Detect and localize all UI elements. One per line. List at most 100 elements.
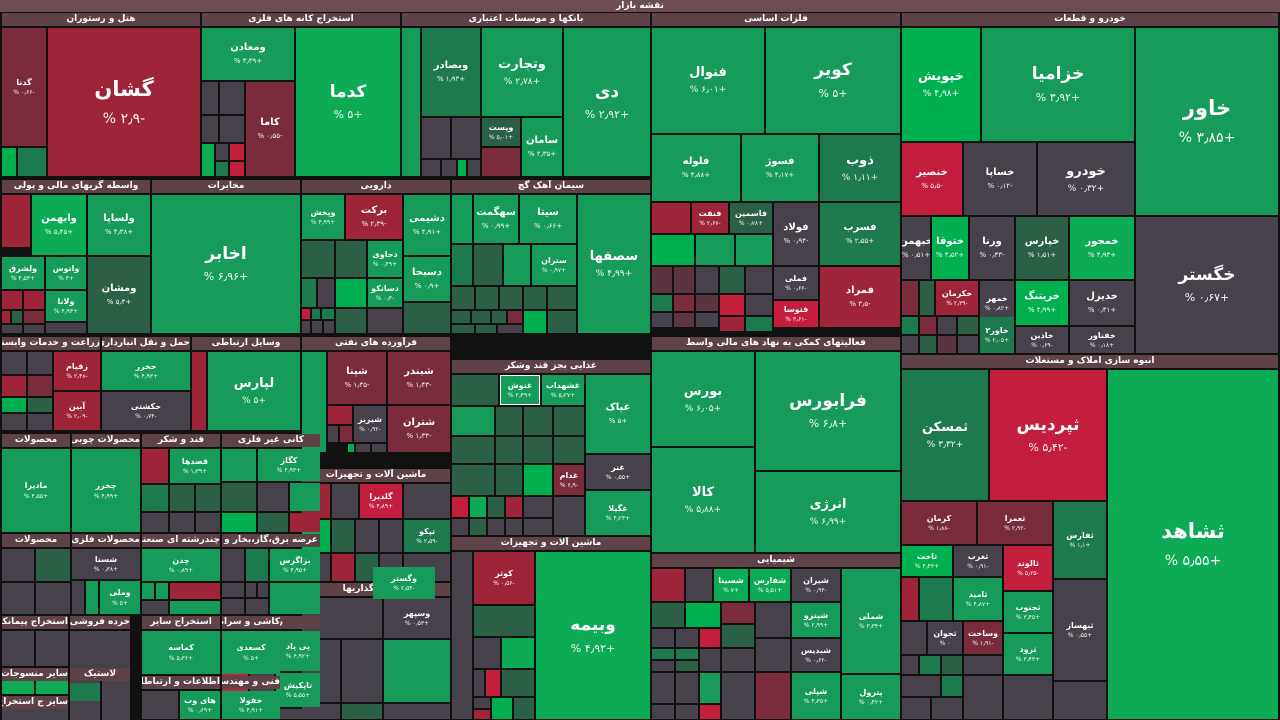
tile-micro[interactable]: [336, 279, 366, 307]
tile-micro[interactable]: [356, 444, 370, 452]
tile-shasta[interactable]: شستا +۰٫۳۸ %: [72, 549, 140, 579]
tile-micro[interactable]: [470, 519, 486, 535]
tile-micro[interactable]: [452, 437, 494, 463]
tile-tapco[interactable]: کوثر -۰٫۵۶ %: [474, 552, 534, 604]
tile-volsapa[interactable]: ولساپا +۴٫۳۸ %: [88, 195, 150, 255]
tile-micro[interactable]: [28, 376, 52, 396]
tile-micro[interactable]: [452, 552, 472, 719]
tile-micro[interactable]: [222, 599, 244, 614]
tile-micro[interactable]: [452, 118, 480, 158]
tile-micro[interactable]: [696, 295, 718, 311]
tile-micro[interactable]: [2, 311, 10, 323]
tile-khpoyesh[interactable]: خپویش +۴٫۹۸ %: [902, 28, 980, 141]
tile-micro[interactable]: [302, 309, 310, 319]
tile-khbahman[interactable]: خبهمن +۰٫۵۱ %: [902, 217, 930, 279]
tile-micro[interactable]: [652, 267, 672, 293]
tile-micro[interactable]: [2, 681, 34, 694]
tile-chakhzar[interactable]: چخزر +۴٫۹۹ %: [72, 449, 140, 532]
tile-micro[interactable]: [2, 325, 22, 333]
tile-verna[interactable]: ورنا -۰٫۳۳ %: [970, 217, 1014, 279]
tile-micro[interactable]: [102, 683, 130, 701]
tile-micro[interactable]: [676, 649, 698, 659]
tile-vameli[interactable]: وملی +۵ %: [100, 581, 140, 614]
tile-micro[interactable]: [652, 569, 684, 601]
tile-micro[interactable]: [1054, 682, 1106, 719]
tile-khodro[interactable]: خودرو +۰٫۳۲ %: [1038, 143, 1134, 215]
tile-micro[interactable]: [356, 554, 378, 581]
tile-micro[interactable]: [24, 311, 44, 323]
tile-khazin[interactable]: خاذین -۰٫۶۹ %: [1016, 327, 1068, 353]
tile-micro[interactable]: [514, 698, 534, 719]
tile-micro[interactable]: [502, 670, 534, 696]
tile-micro[interactable]: [700, 705, 720, 719]
tile-micro[interactable]: [500, 287, 522, 309]
tile-micro[interactable]: [746, 267, 772, 293]
tile-micro[interactable]: [170, 583, 220, 599]
tile-micro[interactable]: [452, 407, 494, 435]
tile-khfanavar[interactable]: خفناور +۰٫۱۸ %: [1070, 327, 1134, 353]
tile-micro[interactable]: [290, 483, 320, 511]
tile-shameli[interactable]: شملی +۳٫۳۴ %: [842, 569, 900, 673]
tile-micro[interactable]: [452, 245, 472, 285]
tile-micro[interactable]: [476, 287, 498, 309]
tile-shfars[interactable]: شفارس +۵٫۵۱ %: [750, 569, 790, 601]
tile-dshimi[interactable]: دشیمی +۴٫۹۱ %: [404, 195, 450, 255]
tile-micro[interactable]: [474, 710, 490, 719]
tile-qesedha[interactable]: قصدها +۱٫۳۹ %: [170, 449, 220, 483]
tile-kala[interactable]: کالا +۵٫۸۸ %: [652, 448, 754, 552]
tile-khfoula[interactable]: خفولا +۴٫۹۱ %: [222, 691, 280, 719]
tile-vabahman[interactable]: وایهمن +۵٫۴۵ %: [32, 195, 86, 255]
tile-micro[interactable]: [384, 704, 450, 719]
tile-micro[interactable]: [404, 303, 450, 333]
tile-micro[interactable]: [216, 162, 228, 176]
tile-micro[interactable]: [2, 352, 26, 374]
tile-kamase[interactable]: کماسه +۵٫۳۶ %: [142, 631, 220, 674]
tile-foolad[interactable]: فولاد -۰٫۹۴ %: [774, 203, 818, 265]
tile-volshargh[interactable]: ولشرق +۴٫۵۳ %: [2, 257, 44, 289]
tile-micro[interactable]: [686, 569, 712, 601]
tile-micro[interactable]: [142, 449, 168, 483]
tile-micro[interactable]: [554, 497, 584, 535]
tile-micro[interactable]: [142, 513, 168, 532]
tile-micro[interactable]: [902, 317, 918, 334]
tile-gadna[interactable]: گدنا -۰٫۶۶ %: [2, 28, 46, 146]
tile-micro[interactable]: [170, 485, 194, 511]
tile-micro[interactable]: [336, 241, 366, 277]
tile-micro[interactable]: [496, 437, 522, 463]
tile-shatran[interactable]: شتران -۱٫۳۴ %: [388, 406, 450, 452]
tile-micro[interactable]: [474, 245, 502, 285]
tile-dsobha[interactable]: دسبحا +۰٫۹ %: [404, 257, 450, 301]
tile-bourse[interactable]: بورس +۶٫۰۵ %: [652, 352, 754, 446]
tile-khgostar[interactable]: خگستر +۰٫۶۷ %: [1136, 217, 1278, 353]
tile-micro[interactable]: [920, 317, 936, 334]
tile-micro[interactable]: [1004, 676, 1052, 719]
tile-kgaz[interactable]: کگاز +۴٫۹۳ %: [258, 449, 320, 481]
tile-micro[interactable]: [736, 235, 772, 265]
tile-micro[interactable]: [216, 144, 228, 160]
tile-khavar[interactable]: خاور +۳٫۸۵ %: [1136, 28, 1278, 215]
tile-micro[interactable]: [452, 497, 468, 517]
tile-fosorb[interactable]: فسرب +۲٫۵۵ %: [820, 203, 900, 265]
tile-sita[interactable]: سیتا +۰٫۶۶ %: [520, 195, 576, 243]
tile-fotosa[interactable]: فتوسا -۳٫۶۱ %: [774, 301, 818, 327]
tile-gashan[interactable]: گشان -۲٫۹ %: [48, 28, 200, 176]
tile-thmaskan[interactable]: ثمسکن +۳٫۳۲ %: [902, 370, 988, 500]
tile-micro[interactable]: [86, 581, 98, 614]
tile-shaptro[interactable]: شپترو +۲٫۹۹ %: [792, 603, 840, 637]
tile-micro[interactable]: [28, 414, 52, 430]
tile-micro[interactable]: [302, 321, 310, 333]
tile-micro[interactable]: [652, 235, 694, 265]
tile-micro[interactable]: [402, 28, 420, 176]
tile-micro[interactable]: [696, 313, 718, 327]
tile-micro[interactable]: [170, 513, 194, 532]
tile-micro[interactable]: [222, 449, 256, 481]
tile-micro[interactable]: [372, 444, 386, 452]
tile-micro[interactable]: [652, 673, 674, 703]
tile-micro[interactable]: [920, 578, 952, 620]
tile-micro[interactable]: [722, 649, 754, 671]
tile-micro[interactable]: [202, 116, 218, 142]
tile-micro[interactable]: [220, 82, 244, 114]
tile-micro[interactable]: [902, 622, 926, 654]
tile-micro[interactable]: [722, 673, 754, 719]
tile-dhavi[interactable]: دحاوی +۰٫۴۹ %: [368, 241, 402, 277]
